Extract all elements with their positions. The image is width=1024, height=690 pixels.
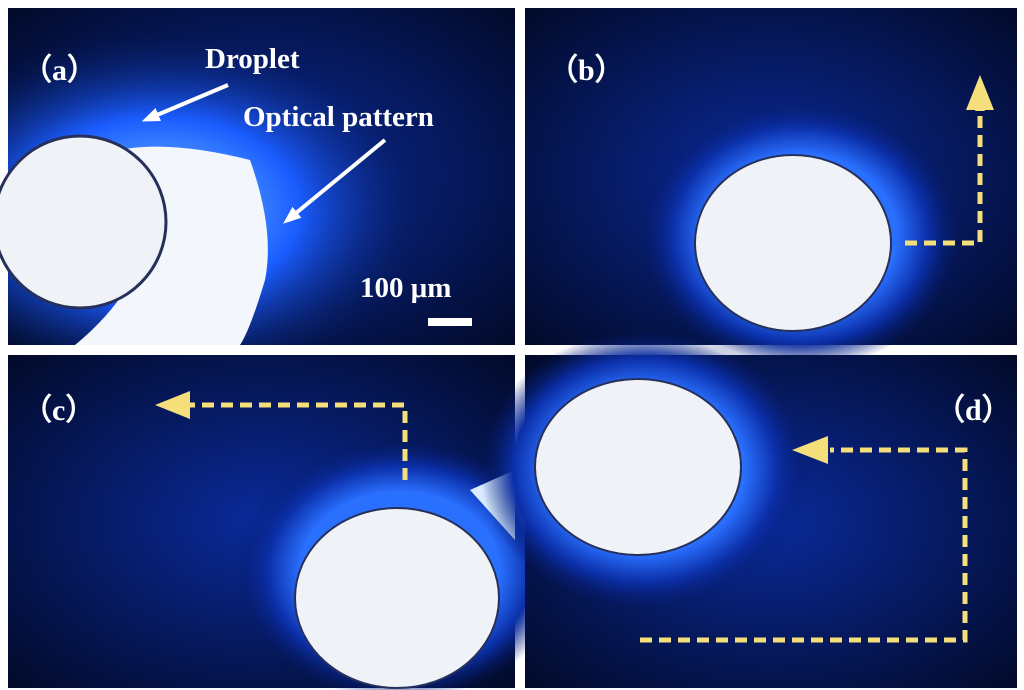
panel-a: （a） Droplet Optical pattern 100 μm (0, 8, 515, 345)
figure: （a） Droplet Optical pattern 100 μm （b） （… (0, 0, 1024, 690)
panel-b: （b） (525, 8, 1017, 370)
panel-c: （c） (8, 355, 565, 690)
annotation: Optical pattern (243, 101, 434, 133)
panel-label: （b） (548, 53, 625, 87)
panel-label: （d） (935, 393, 1012, 427)
scale-bar-label: 100 μm (360, 272, 451, 304)
panel-label: （c） (22, 393, 95, 427)
panel-d: （d） (480, 330, 1017, 688)
annotation: Droplet (205, 43, 300, 75)
panel-label: （a） (22, 53, 97, 87)
